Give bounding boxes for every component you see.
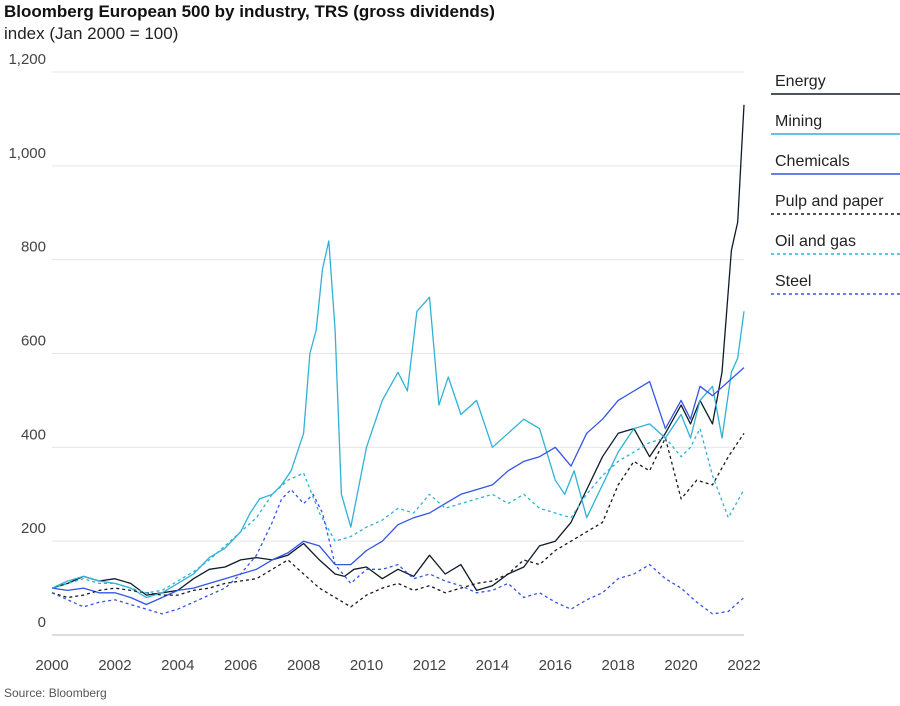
legend-label: Steel xyxy=(775,273,811,290)
x-tick-label: 2006 xyxy=(224,657,257,674)
series-line-mining xyxy=(51,240,745,599)
x-tick-label: 2010 xyxy=(350,657,383,674)
series-line-chemicals xyxy=(51,367,745,606)
series-line-steel xyxy=(51,488,745,615)
x-tick-label: 2016 xyxy=(539,657,572,674)
legend-label: Energy xyxy=(775,73,826,90)
y-tick-label: 400 xyxy=(21,426,46,443)
legend-label: Oil and gas xyxy=(775,233,856,250)
x-tick-label: 2020 xyxy=(664,657,697,674)
x-tick-label: 2012 xyxy=(413,657,446,674)
x-tick-label: 2022 xyxy=(727,657,760,674)
grid-lines xyxy=(52,71,744,636)
chart-title: Bloomberg European 500 by industry, TRS … xyxy=(4,2,495,21)
chart-subtitle: index (Jan 2000 = 100) xyxy=(4,24,179,43)
x-tick-label: 2008 xyxy=(287,657,320,674)
source-note: Source: Bloomberg xyxy=(4,686,107,700)
y-axis-ticks: 0 200 400 600 800 1,000 1,200 xyxy=(8,51,46,631)
x-axis-ticks: 2000 2002 2004 2006 2008 2010 2012 2014 2016 2018… xyxy=(35,657,760,674)
series-line-energy xyxy=(51,104,745,596)
series-lines xyxy=(51,104,745,615)
y-tick-label: 200 xyxy=(21,520,46,537)
y-tick-label: 1,000 xyxy=(8,145,46,162)
series-line-oil-and-gas xyxy=(51,427,745,594)
x-tick-label: 2000 xyxy=(35,657,68,674)
series-line-pulp-and-paper xyxy=(51,432,745,608)
legend: Energy Mining Chemicals Pulp and paper Oil a… xyxy=(771,73,900,295)
y-tick-label: 1,200 xyxy=(8,51,46,68)
y-tick-label: 800 xyxy=(21,239,46,256)
legend-label: Pulp and paper xyxy=(775,193,884,210)
x-tick-label: 2002 xyxy=(98,657,131,674)
x-tick-label: 2014 xyxy=(476,657,509,674)
y-tick-label: 0 xyxy=(38,614,46,631)
x-tick-label: 2018 xyxy=(601,657,634,674)
y-tick-label: 600 xyxy=(21,333,46,350)
legend-label: Chemicals xyxy=(775,153,850,170)
x-tick-label: 2004 xyxy=(161,657,194,674)
legend-label: Mining xyxy=(775,113,822,130)
